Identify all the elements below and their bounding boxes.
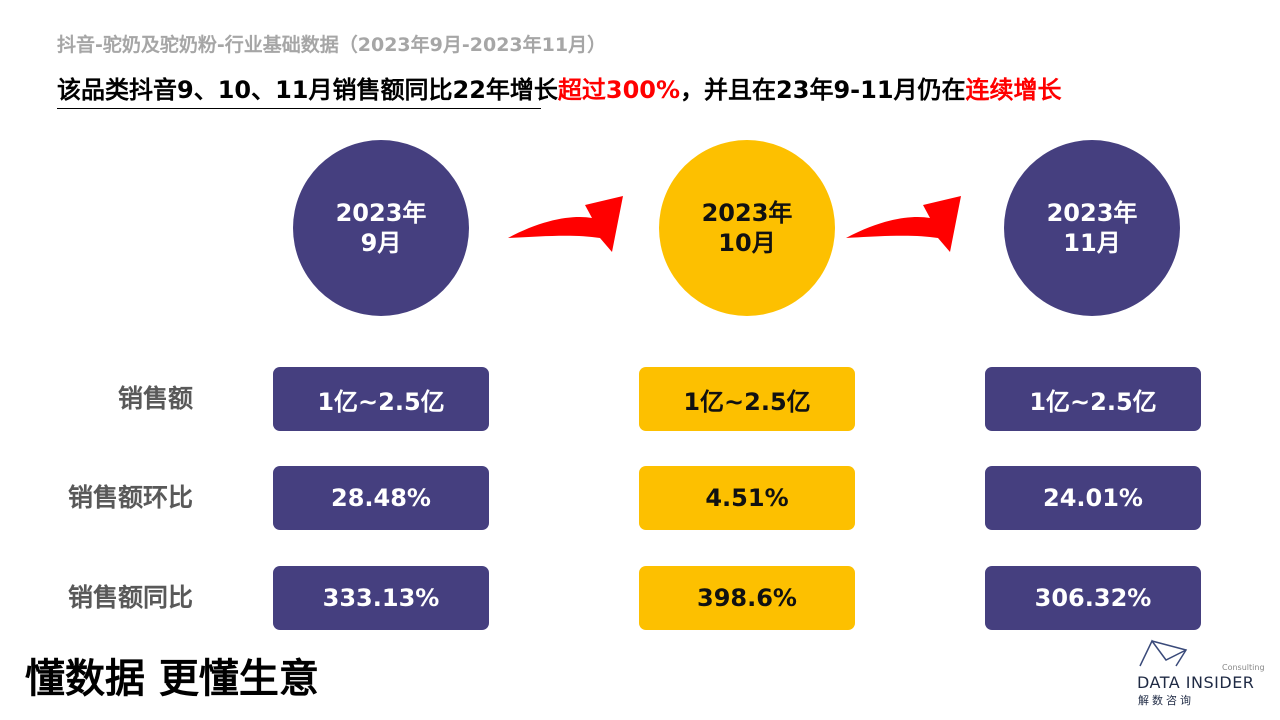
headline-highlight: 超过300% [557,76,681,104]
arrow [508,196,623,252]
logo-tag: Consulting [1222,663,1265,672]
cell: 1亿~2.5亿 [985,367,1201,431]
period-month: 9月 [360,229,402,257]
period-circle: 2023年 10月 [659,140,835,316]
headline-text: ，并且在23年9-11月仍在 [680,76,966,104]
logo-sub: 解数咨询 [1138,694,1194,707]
slogan: 懂数据 更懂生意 [25,656,319,702]
period-year: 2023年 [701,199,793,227]
cell: 333.13% [273,566,489,630]
headline-text: 该品类抖音9、10、11月销售额同比22年增长 [57,76,558,104]
logo-mark [1139,639,1188,667]
cell: 398.6% [639,566,855,630]
title: 抖音-驼奶及驼奶粉-行业基础数据（2023年9月-2023年11月） [57,34,607,56]
cell: 1亿~2.5亿 [639,367,855,431]
row-label: 销售额同比 [67,583,193,612]
cell: 306.32% [985,566,1201,630]
row-label: 销售额环比 [67,483,193,512]
cell: 4.51% [639,466,855,530]
cell: 24.01% [985,466,1201,530]
period-circle: 2023年 9月 [293,140,469,316]
headline: 该品类抖音9、10、11月销售额同比22年增长超过300%，并且在23年9-11… [57,70,1062,105]
underline [57,108,541,109]
logo-brand: DATA INSIDER [1137,673,1255,692]
row-label: 销售额 [117,384,193,413]
arrow [846,196,961,252]
cell: 28.48% [273,466,489,530]
cell: 1亿~2.5亿 [273,367,489,431]
period-year: 2023年 [1046,199,1138,227]
period-month: 10月 [718,229,776,257]
headline-highlight: 连续增长 [965,76,1062,104]
period-circle: 2023年 11月 [1004,140,1180,316]
period-month: 11月 [1063,229,1121,257]
period-year: 2023年 [335,199,427,227]
